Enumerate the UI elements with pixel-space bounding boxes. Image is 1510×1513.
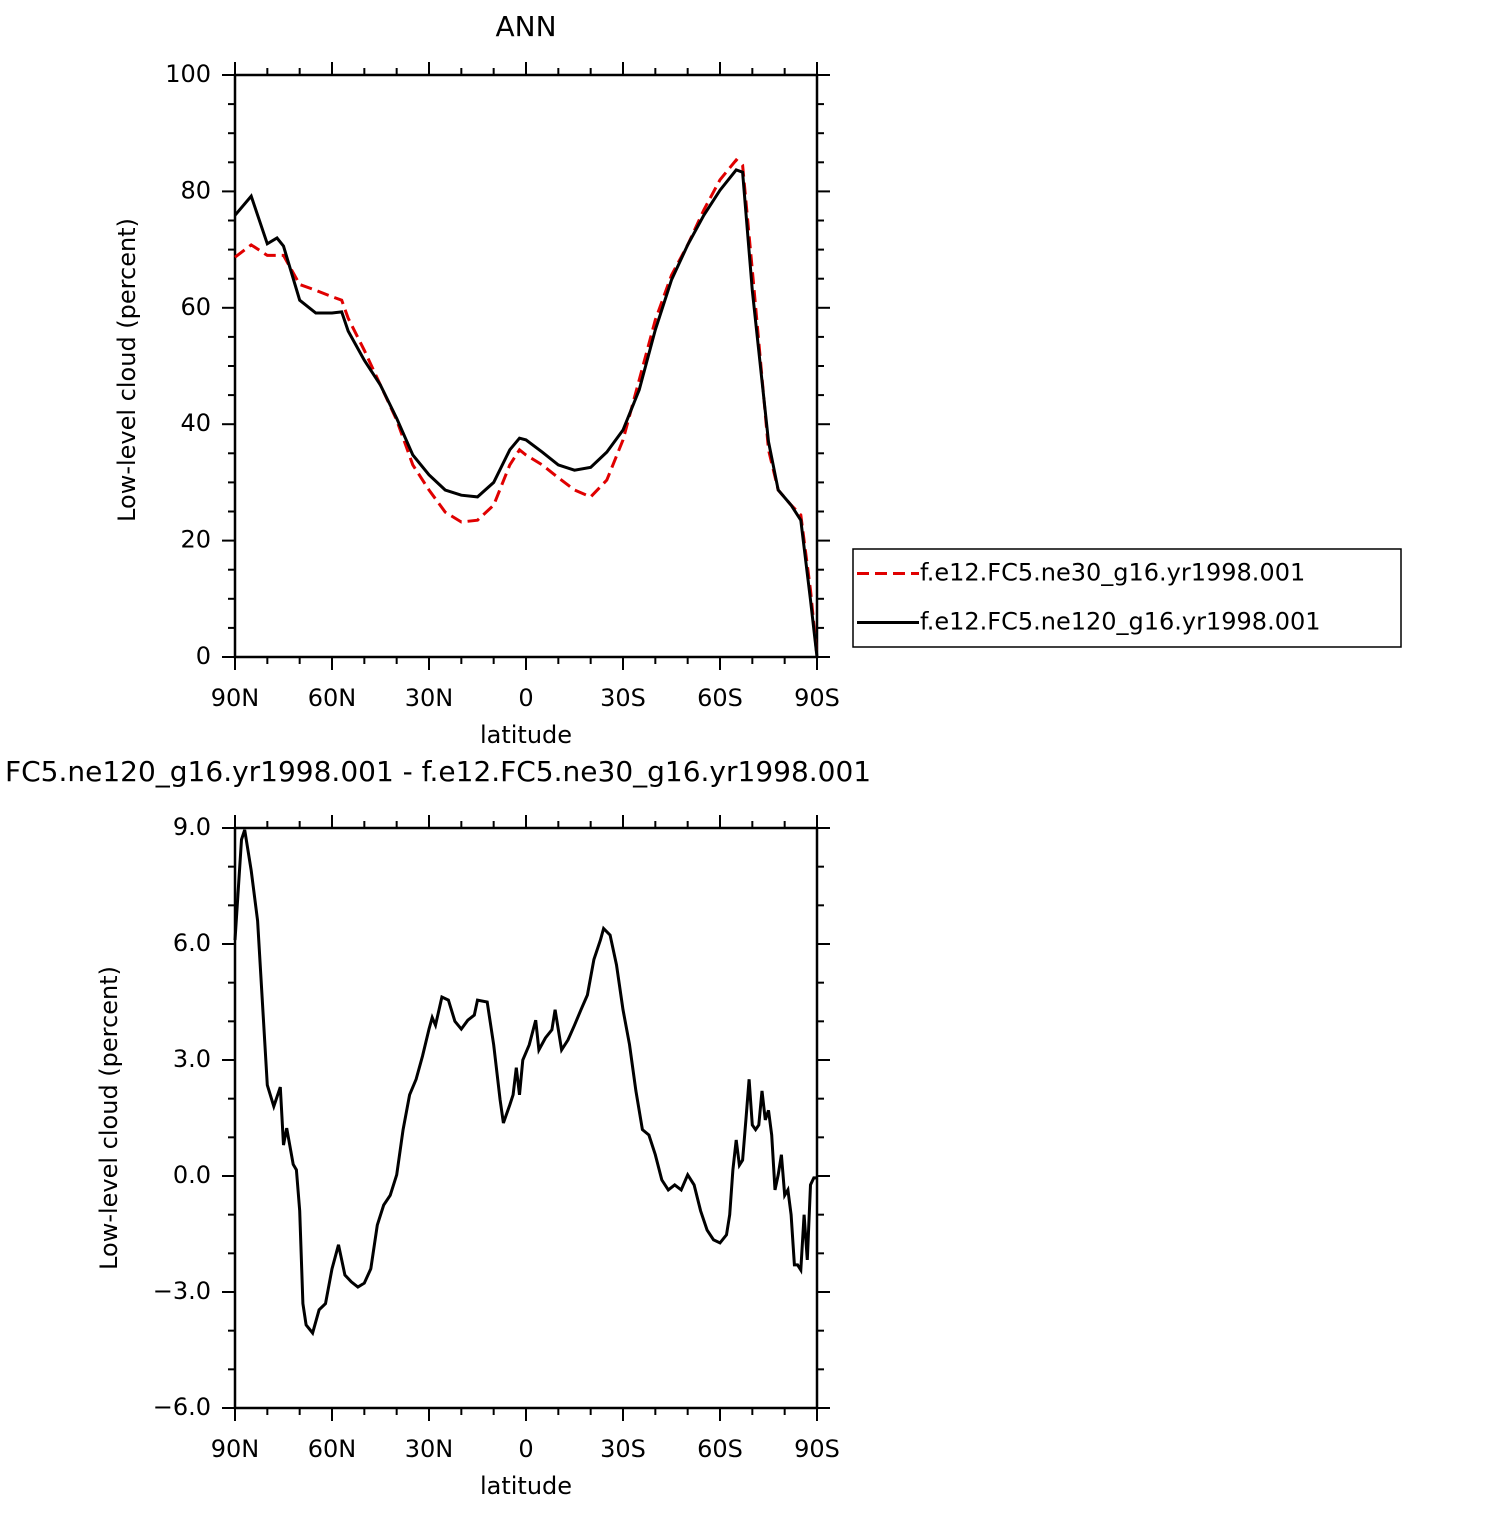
chart-title: ANN xyxy=(495,10,556,43)
x-tick-label: 60N xyxy=(308,684,357,712)
y-tick-label: 60 xyxy=(180,293,211,321)
plot-frame xyxy=(233,826,819,1410)
y-tick-label: 0 xyxy=(196,642,211,670)
data-line xyxy=(233,168,819,658)
x-tick-label: 90S xyxy=(794,684,840,712)
y-tick-label: 20 xyxy=(180,526,211,554)
x-tick-label: 90S xyxy=(794,1435,840,1463)
x-tick-label: 60S xyxy=(697,684,743,712)
x-tick-label: 30S xyxy=(600,1435,646,1463)
x-axis-label: latitude xyxy=(480,1472,572,1500)
x-tick-label: 0 xyxy=(518,684,533,712)
y-tick-label: 80 xyxy=(180,176,211,204)
y-tick-label: 100 xyxy=(165,60,211,88)
plot-frame xyxy=(233,73,819,659)
chart-title: FC5.ne120_g16.yr1998.001 - f.e12.FC5.ne3… xyxy=(5,755,871,788)
x-tick-label: 0 xyxy=(518,1435,533,1463)
legend-box xyxy=(852,548,1402,648)
legend-label: f.e12.FC5.ne120_g16.yr1998.001 xyxy=(920,608,1321,636)
x-tick-label: 30S xyxy=(600,684,646,712)
x-axis-label: latitude xyxy=(480,721,572,749)
x-tick-label: 90N xyxy=(211,684,260,712)
y-axis-label: Low-level cloud (percent) xyxy=(95,966,123,1270)
legend-label: f.e12.FC5.ne30_g16.yr1998.001 xyxy=(920,559,1305,587)
y-tick-label: −6.0 xyxy=(153,1393,211,1421)
x-tick-label: 30N xyxy=(405,1435,454,1463)
y-tick-label: 3.0 xyxy=(173,1045,211,1073)
y-tick-label: 6.0 xyxy=(173,929,211,957)
x-tick-label: 30N xyxy=(405,684,454,712)
y-tick-label: 0.0 xyxy=(173,1161,211,1189)
data-line xyxy=(233,829,817,1337)
x-tick-label: 60N xyxy=(308,1435,357,1463)
y-axis-label: Low-level cloud (percent) xyxy=(113,218,141,522)
x-tick-label: 60S xyxy=(697,1435,743,1463)
y-tick-label: 40 xyxy=(180,409,211,437)
data-line xyxy=(234,157,819,658)
x-tick-label: 90N xyxy=(211,1435,260,1463)
y-tick-label: 9.0 xyxy=(173,813,211,841)
y-tick-label: −3.0 xyxy=(153,1277,211,1305)
